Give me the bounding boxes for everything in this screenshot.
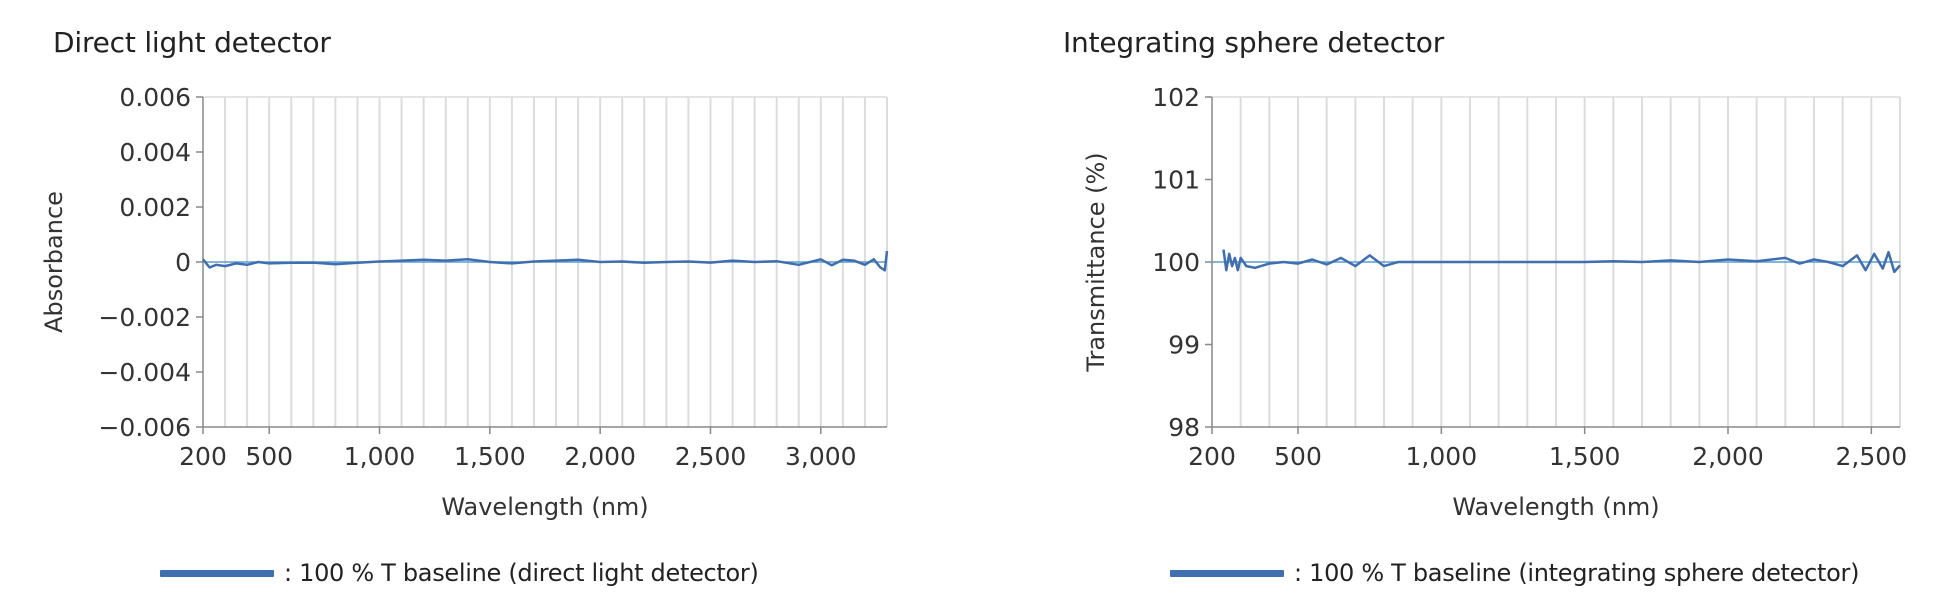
x-tick-label: 1,500 — [454, 442, 526, 471]
x-tick-label: 3,000 — [785, 442, 857, 471]
x-tick-label: 1,500 — [1549, 442, 1621, 471]
y-tick-label: 0 — [175, 248, 191, 277]
legend-swatch — [1170, 569, 1284, 577]
y-tick-label: −0.006 — [98, 413, 191, 442]
y-tick-label: −0.002 — [98, 303, 191, 332]
y-tick-label: 0.004 — [119, 138, 191, 167]
y-tick-label: 0.006 — [119, 83, 191, 112]
x-tick-label: 2,500 — [675, 442, 747, 471]
x-tick-label: 1,000 — [1406, 442, 1478, 471]
legend: : 100 % T baseline (integrating sphere d… — [1170, 556, 1859, 590]
y-tick-label: 99 — [1168, 331, 1200, 360]
y-tick-label: −0.004 — [98, 358, 191, 387]
x-tick-label: 2,000 — [564, 442, 636, 471]
legend: : 100 % T baseline (direct light detecto… — [160, 556, 759, 590]
y-tick-label: 100 — [1152, 248, 1200, 277]
series-line — [202, 250, 889, 272]
series-line — [1222, 249, 1901, 274]
y-tick-label: 102 — [1152, 83, 1200, 112]
chart-plot: 98 99 100 101 102 200 500 1,000 1,500 2,000 2,500 W… — [1082, 83, 1908, 521]
legend-label: : 100 % T baseline (direct light detecto… — [284, 559, 759, 587]
x-tick-label: 500 — [245, 442, 293, 471]
chart-plot: −0.006 −0.004 −0.002 0 0.002 0.004 0.006 200 500… — [40, 83, 889, 521]
legend-label: : 100 % T baseline (integrating sphere d… — [1294, 559, 1860, 587]
x-tick-label: 2,500 — [1836, 442, 1908, 471]
x-tick-label: 200 — [1188, 442, 1236, 471]
x-tick-label: 2,000 — [1692, 442, 1764, 471]
x-tick-label: 500 — [1274, 442, 1322, 471]
x-axis-label: Wavelength (nm) — [441, 493, 648, 521]
y-axis-label: Transmittance (%) — [1082, 152, 1110, 372]
chart-integrating-sphere: Integrating sphere detector 98 99 100 101 10… — [1010, 0, 1960, 610]
chart-title: Integrating sphere detector — [1063, 26, 1445, 59]
legend-swatch — [160, 569, 274, 577]
chart-title: Direct light detector — [53, 26, 331, 59]
chart-direct-light: Direct light detector −0.006 −0.004 −0.002… — [0, 0, 960, 610]
x-axis-label: Wavelength (nm) — [1452, 493, 1659, 521]
y-tick-label: 0.002 — [119, 193, 191, 222]
x-tick-label: 200 — [179, 442, 227, 471]
x-tick-label: 1,000 — [344, 442, 416, 471]
y-axis-label: Absorbance — [40, 191, 68, 333]
y-tick-label: 101 — [1152, 166, 1200, 195]
y-tick-label: 98 — [1168, 413, 1200, 442]
